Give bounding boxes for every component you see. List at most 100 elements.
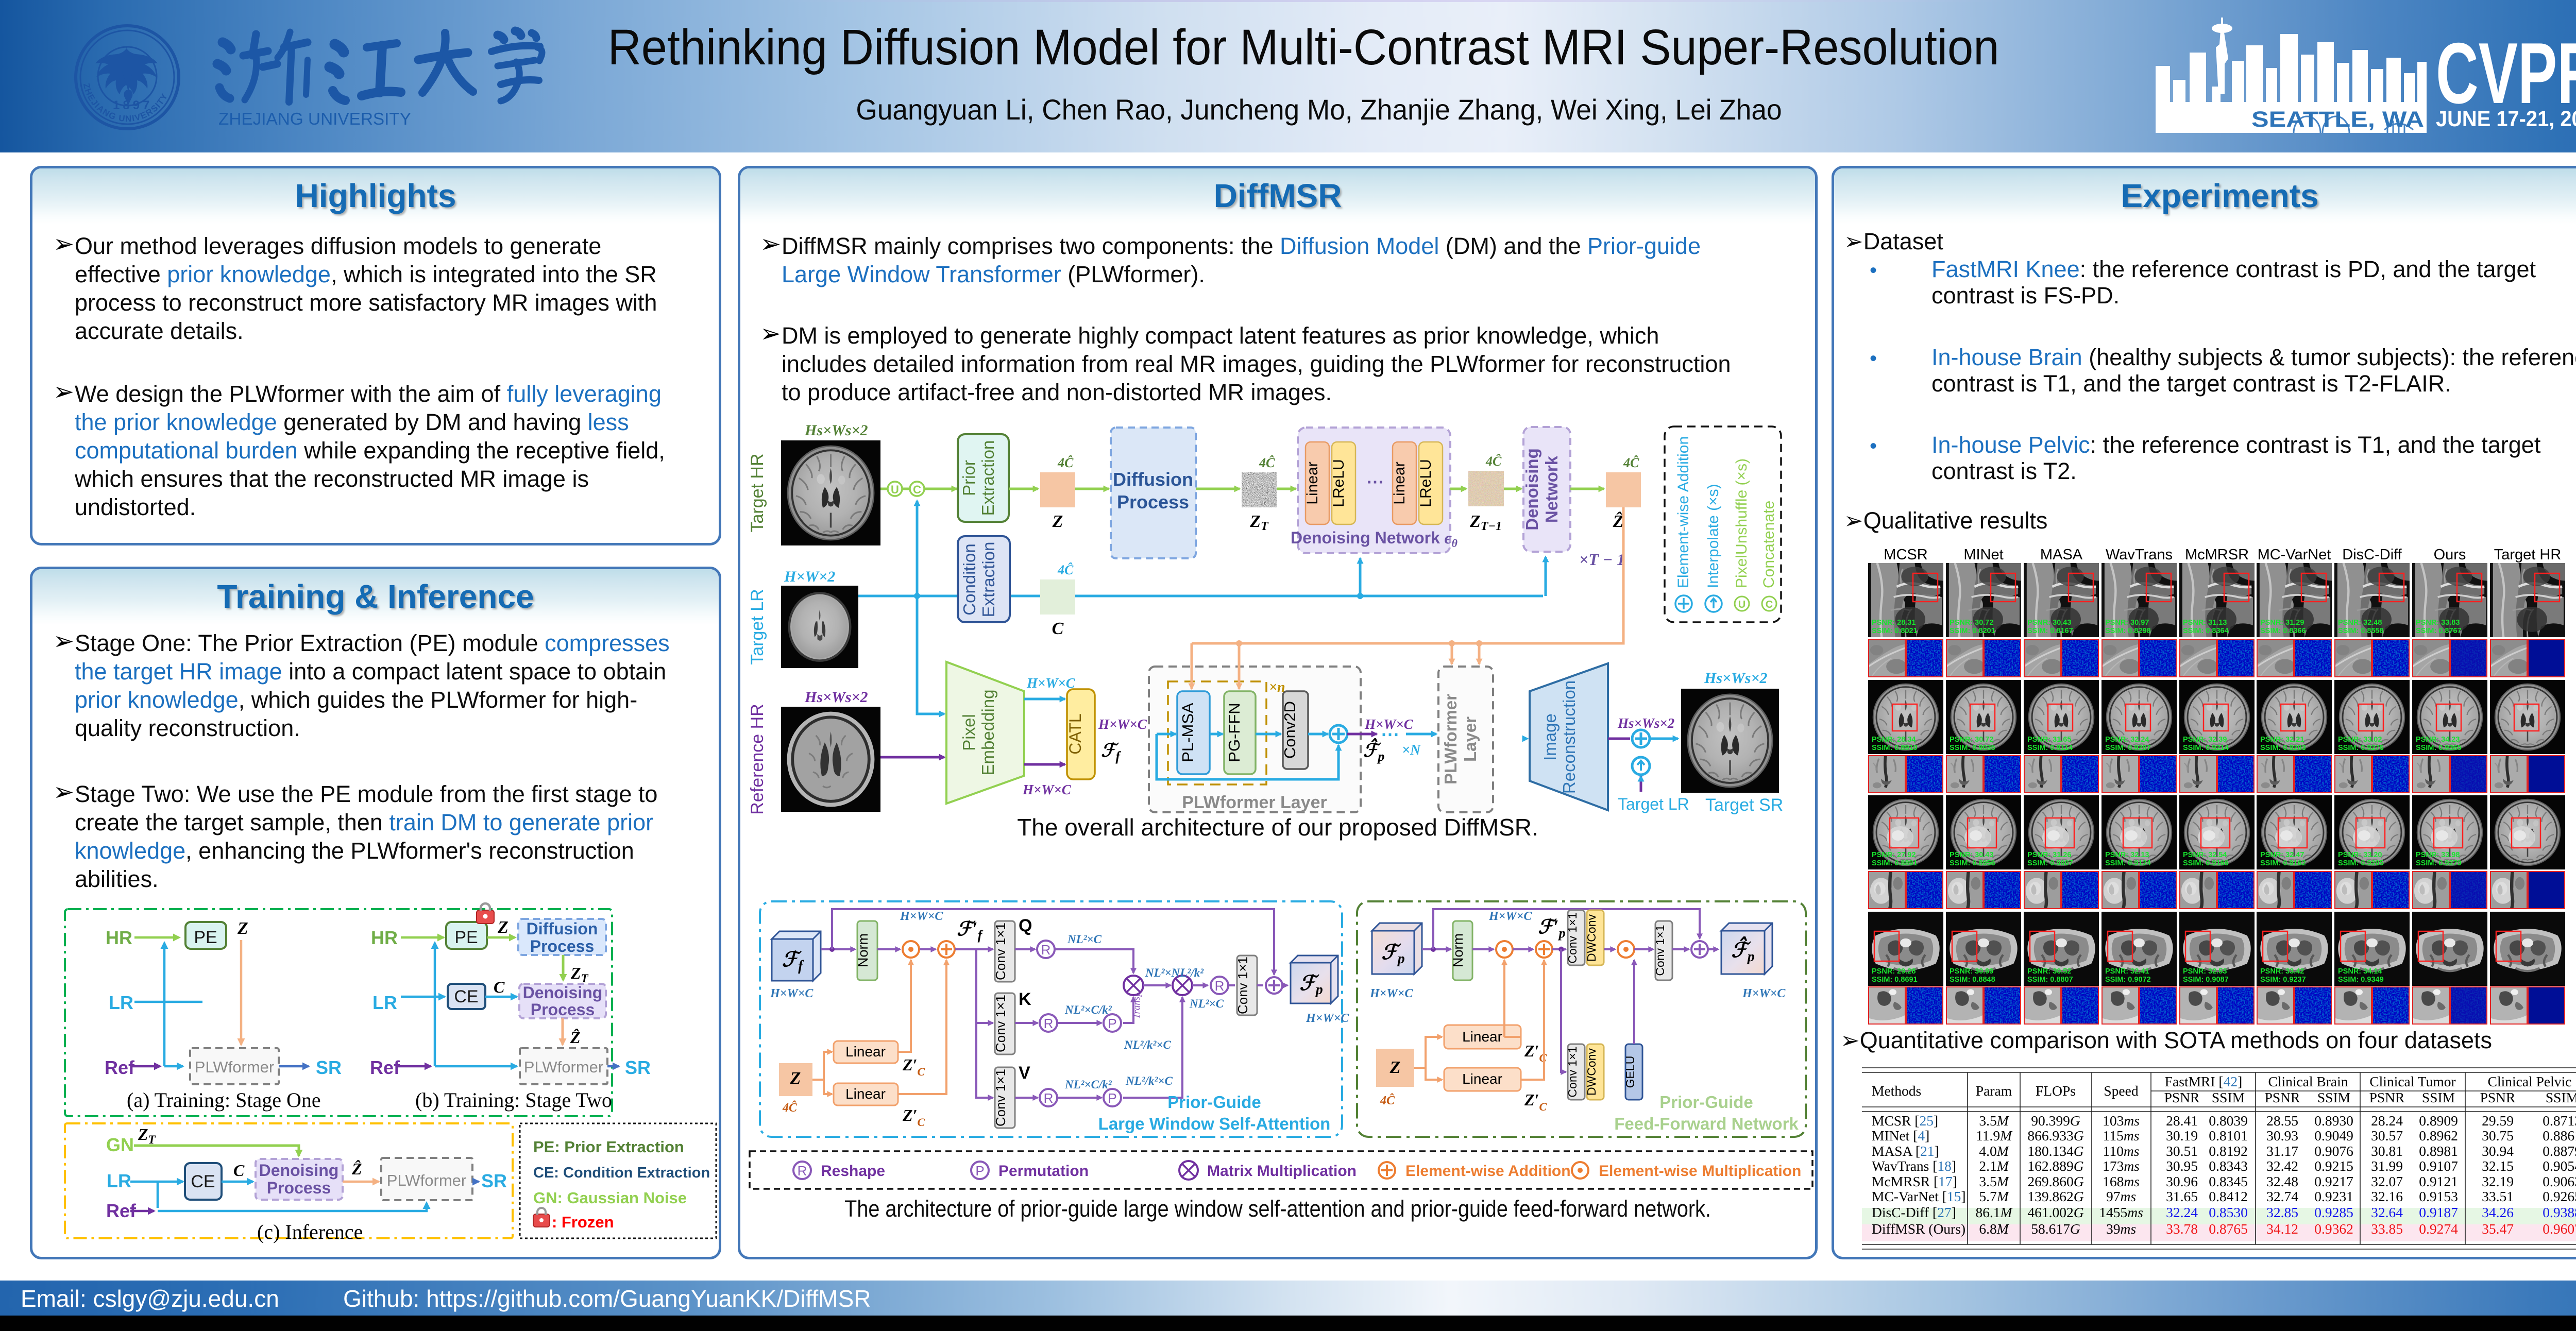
svg-text:SSIM: 0.9279: SSIM: 0.9279 xyxy=(2416,859,2462,867)
svg-text:H×W×C: H×W×C xyxy=(1098,716,1147,732)
svg-text:SSIM: 0.9365: SSIM: 0.9365 xyxy=(2416,744,2462,752)
svg-text:C: C xyxy=(913,483,921,496)
svg-text:32.64: 32.64 xyxy=(2371,1204,2403,1220)
svg-text:35.47: 35.47 xyxy=(2482,1221,2514,1237)
svg-text:1897: 1897 xyxy=(113,98,152,112)
svg-text:Reconstruction: Reconstruction xyxy=(1560,680,1579,794)
svg-text:30.93: 30.93 xyxy=(2266,1128,2298,1144)
svg-text:FastMRI [42]: FastMRI [42] xyxy=(2165,1073,2243,1089)
svg-text:0.9153: 0.9153 xyxy=(2419,1188,2458,1204)
svg-text:Norm: Norm xyxy=(855,933,871,967)
svg-text:HR: HR xyxy=(371,927,398,948)
svg-text:PSNR: 32.48: PSNR: 32.48 xyxy=(2338,619,2382,627)
svg-text:30.57: 30.57 xyxy=(2371,1128,2403,1144)
svg-text:SSIM: 0.9205: SSIM: 0.9205 xyxy=(2338,859,2384,867)
svg-text:Denoising: Denoising xyxy=(1522,448,1541,531)
svg-text:3.5M: 3.5M xyxy=(1979,1113,2009,1129)
svg-text:0.8981: 0.8981 xyxy=(2419,1143,2458,1159)
svg-text:0.8343: 0.8343 xyxy=(2209,1158,2248,1174)
svg-text:Z: Z xyxy=(1052,512,1063,531)
svg-text:PSNR: 30.72: PSNR: 30.72 xyxy=(1950,736,1993,744)
svg-text:SSIM: 0.8910: SSIM: 0.8910 xyxy=(1872,744,1918,752)
svg-text:Z′C: Z′C xyxy=(902,1055,925,1078)
svg-text:SR: SR xyxy=(625,1057,651,1078)
svg-text:DWConv: DWConv xyxy=(1585,1048,1598,1096)
svg-text:Z: Z xyxy=(1389,1058,1401,1077)
svg-text:CE: CE xyxy=(454,987,478,1006)
svg-text:PE: PE xyxy=(194,928,217,947)
svg-text:H×W×C: H×W×C xyxy=(1488,910,1532,923)
svg-text:H×W×C: H×W×C xyxy=(1369,987,1413,1000)
svg-text:3.5M: 3.5M xyxy=(1979,1173,2009,1189)
svg-text:PSNR: 30.72: PSNR: 30.72 xyxy=(1950,619,1993,627)
svg-text:H×W×C: H×W×C xyxy=(1306,1012,1349,1025)
svg-text:PSNR: 32.47: PSNR: 32.47 xyxy=(2260,851,2304,859)
svg-text:30.96: 30.96 xyxy=(2166,1173,2198,1189)
svg-text:LR: LR xyxy=(109,992,133,1013)
svg-text:C: C xyxy=(494,978,505,996)
svg-text:Condition: Condition xyxy=(960,543,979,615)
svg-text:Conv 1×1: Conv 1×1 xyxy=(993,923,1008,980)
svg-text:SSIM: 0.8298: SSIM: 0.8298 xyxy=(2105,627,2151,635)
svg-text:PSNR: 31.13: PSNR: 31.13 xyxy=(2183,619,2227,627)
svg-text:0.9054: 0.9054 xyxy=(2543,1158,2576,1174)
svg-text:Denoising: Denoising xyxy=(259,1161,339,1180)
svg-text:PSNR: 31.65: PSNR: 31.65 xyxy=(2027,736,2071,744)
svg-text:Ẑ: Ẑ xyxy=(351,1159,362,1178)
svg-text:Q: Q xyxy=(1019,916,1032,935)
svg-text:SSIM: 0.8167: SSIM: 0.8167 xyxy=(2027,627,2073,635)
svg-text:NL²×C/k²: NL²×C/k² xyxy=(1064,1078,1112,1091)
svg-text:Clinical Tumor: Clinical Tumor xyxy=(2369,1073,2455,1089)
svg-text:SSIM: SSIM xyxy=(2317,1089,2350,1105)
svg-text:PLWformer: PLWformer xyxy=(387,1171,466,1189)
svg-text:SSIM: 0.8807: SSIM: 0.8807 xyxy=(2027,976,2073,984)
svg-text:PSNR: PSNR xyxy=(2265,1089,2300,1105)
svg-text:PLWformer: PLWformer xyxy=(1441,694,1460,784)
svg-text:0.8039: 0.8039 xyxy=(2209,1113,2248,1129)
svg-text:Matrix Multiplication: Matrix Multiplication xyxy=(1207,1163,1357,1180)
svg-text:6.8M: 6.8M xyxy=(1979,1221,2009,1237)
svg-text:0.9285: 0.9285 xyxy=(2314,1204,2353,1220)
svg-text:0.8930: 0.8930 xyxy=(2314,1113,2353,1129)
svg-text:PSNR: 30.97: PSNR: 30.97 xyxy=(2105,619,2149,627)
svg-text:CE: CE xyxy=(191,1172,215,1191)
svg-text:PL-MSA: PL-MSA xyxy=(1179,703,1197,762)
svg-text:Ẑ: Ẑ xyxy=(570,1028,581,1047)
svg-text:33.51: 33.51 xyxy=(2482,1188,2514,1204)
svg-text:Conv2D: Conv2D xyxy=(1281,701,1299,759)
svg-text:4Ĉ: 4Ĉ xyxy=(1380,1094,1395,1107)
svg-text:PSNR: 30.99: PSNR: 30.99 xyxy=(1950,967,1993,976)
svg-text:SSIM: 0.9214: SSIM: 0.9214 xyxy=(2183,744,2229,752)
svg-text:C: C xyxy=(233,1161,245,1180)
svg-text:0.9607: 0.9607 xyxy=(2543,1221,2576,1237)
svg-text:32.19: 32.19 xyxy=(2482,1173,2514,1189)
svg-text:SSIM: 0.8558: SSIM: 0.8558 xyxy=(2338,627,2384,635)
svg-text:SSIM: 0.8767: SSIM: 0.8767 xyxy=(2416,627,2462,635)
svg-text:Process: Process xyxy=(267,1179,331,1197)
svg-text:Reference HR: Reference HR xyxy=(748,704,767,814)
svg-text:0.9217: 0.9217 xyxy=(2314,1173,2353,1189)
svg-text:H×W×C: H×W×C xyxy=(1364,716,1414,732)
svg-text:1455ms: 1455ms xyxy=(2099,1204,2143,1220)
svg-text:4Ĉ: 4Ĉ xyxy=(1259,455,1275,470)
svg-text:Permutation: Permutation xyxy=(998,1163,1089,1180)
svg-text:ℱf: ℱf xyxy=(1101,740,1121,764)
svg-text:SSIM: 0.9114: SSIM: 0.9114 xyxy=(2027,744,2073,752)
svg-text:U: U xyxy=(891,483,899,496)
svg-text:PSNR: 32.54: PSNR: 32.54 xyxy=(2183,851,2227,859)
svg-text:Hs×Ws×2: Hs×Ws×2 xyxy=(804,422,868,439)
svg-text:⋯: ⋯ xyxy=(1366,472,1384,492)
svg-text:866.933G: 866.933G xyxy=(2027,1128,2083,1144)
svg-text:SSIM: 0.9124: SSIM: 0.9124 xyxy=(2105,859,2151,867)
svg-text:CVPR: CVPR xyxy=(2436,25,2576,122)
svg-text:Speed: Speed xyxy=(2104,1083,2138,1099)
svg-text:SSIM: 0.8891: SSIM: 0.8891 xyxy=(1872,859,1918,867)
svg-text:SSIM: 0.8956: SSIM: 0.8956 xyxy=(1950,859,1995,867)
svg-text:NL²×C: NL²×C xyxy=(1189,997,1224,1010)
svg-text:0.9215: 0.9215 xyxy=(2314,1158,2353,1174)
svg-text:MINet [4]: MINet [4] xyxy=(1872,1128,1929,1144)
svg-text:4Ĉ: 4Ĉ xyxy=(782,1101,798,1115)
svg-text:SSIM: 0.9237: SSIM: 0.9237 xyxy=(2260,976,2306,984)
svg-text:Conv 1×1: Conv 1×1 xyxy=(993,1069,1008,1127)
svg-text:0.9076: 0.9076 xyxy=(2314,1143,2353,1159)
